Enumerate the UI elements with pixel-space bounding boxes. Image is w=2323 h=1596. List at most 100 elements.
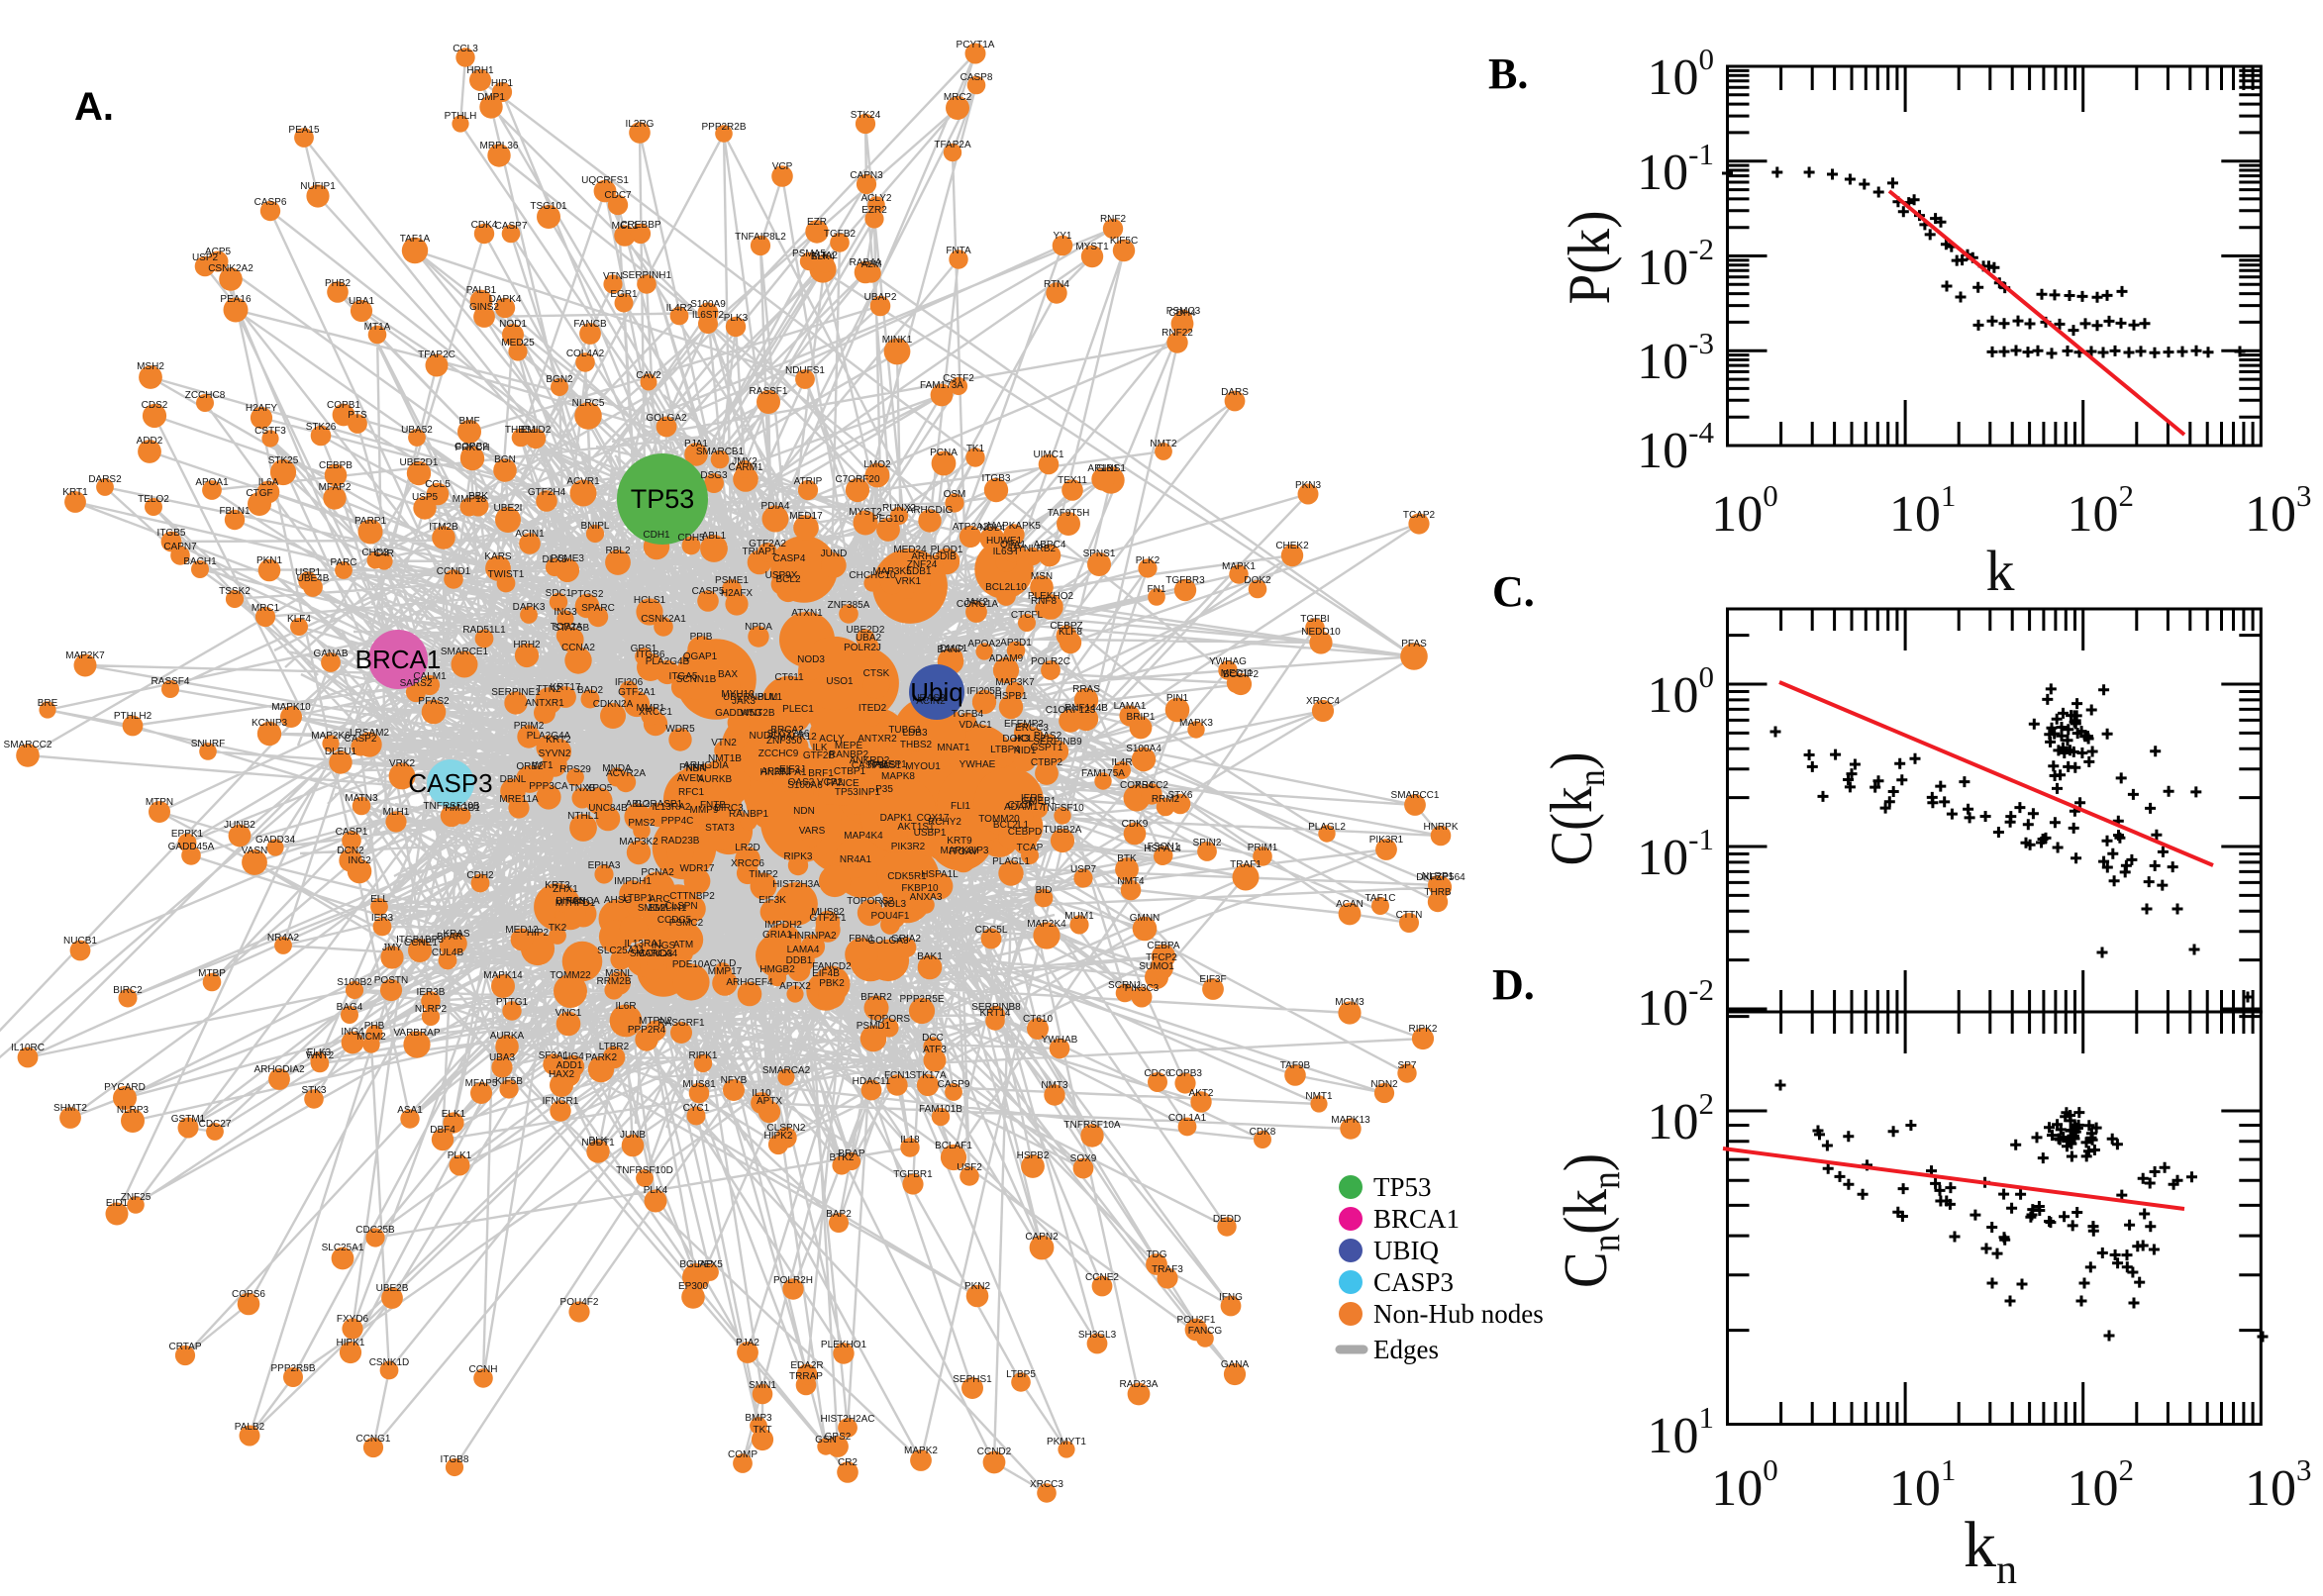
svg-text:INGS: INGS (652, 941, 676, 951)
svg-text:PIAS2: PIAS2 (1034, 731, 1062, 742)
svg-text:10-3: 10-3 (1637, 326, 1714, 390)
svg-text:XRCC6: XRCC6 (731, 858, 764, 869)
svg-text:UBA1: UBA1 (349, 296, 375, 307)
svg-text:IL13RA1: IL13RA1 (625, 939, 663, 949)
svg-text:PKMYT1: PKMYT1 (1047, 1437, 1086, 1447)
svg-text:COL4A2: COL4A2 (566, 349, 605, 359)
svg-text:PYCARD: PYCARD (104, 1082, 146, 1093)
svg-text:CYLD: CYLD (710, 958, 737, 969)
svg-text:NUCB1: NUCB1 (63, 936, 97, 947)
svg-text:PSMC2: PSMC2 (669, 918, 704, 929)
svg-text:S100B2: S100B2 (337, 977, 372, 988)
svg-text:BMP3: BMP3 (745, 1413, 772, 1424)
svg-text:PHB2: PHB2 (325, 278, 352, 289)
svg-text:POU2F1: POU2F1 (1177, 1315, 1216, 1326)
svg-text:CEBPZ: CEBPZ (1050, 621, 1082, 632)
svg-text:RFC1: RFC1 (678, 787, 705, 798)
svg-text:GINS2: GINS2 (469, 302, 499, 313)
svg-text:NOD1: NOD1 (499, 319, 527, 330)
svg-text:PTGS2: PTGS2 (571, 589, 604, 600)
svg-text:RUNX2: RUNX2 (882, 503, 916, 514)
svg-text:CEBPA: CEBPA (1147, 941, 1179, 951)
svg-text:EGR1: EGR1 (610, 289, 638, 300)
svg-text:IER3: IER3 (371, 913, 394, 924)
svg-text:GRIA1: GRIA1 (762, 930, 792, 941)
svg-text:ARHGDIA2: ARHGDIA2 (253, 1064, 305, 1075)
svg-text:COPB3: COPB3 (1168, 1068, 1202, 1079)
svg-text:PTHLH2: PTHLH2 (114, 711, 152, 722)
svg-text:VNC1: VNC1 (556, 1008, 582, 1019)
svg-text:TSSK2: TSSK2 (219, 586, 251, 597)
svg-text:Cn(kn): Cn(kn) (1553, 1153, 1628, 1288)
svg-text:SEPHS1: SEPHS1 (953, 1374, 992, 1385)
svg-text:PCYT1A: PCYT1A (957, 40, 995, 50)
svg-text:ATP2A2: ATP2A2 (953, 522, 989, 533)
svg-text:TRAF3: TRAF3 (1152, 1264, 1183, 1275)
svg-text:DEDD: DEDD (1213, 1214, 1241, 1225)
svg-text:HIP1: HIP1 (491, 78, 514, 89)
svg-text:TNXB: TNXB (569, 783, 596, 794)
svg-text:RCHY2: RCHY2 (928, 817, 961, 828)
svg-text:CASP2: CASP2 (345, 734, 377, 745)
svg-text:PKN2: PKN2 (964, 1281, 991, 1292)
svg-text:MEPE: MEPE (835, 741, 863, 751)
svg-text:100: 100 (1648, 42, 1715, 106)
svg-text:PDIA4: PDIA4 (761, 501, 790, 512)
svg-text:CCND3: CCND3 (639, 948, 673, 959)
svg-text:CASP3L: CASP3L (852, 760, 890, 771)
svg-text:HNRNPA2: HNRNPA2 (789, 931, 836, 942)
svg-text:HNRNPA1: HNRNPA1 (759, 767, 806, 778)
svg-text:FAM173A: FAM173A (920, 380, 963, 391)
svg-text:GADD34: GADD34 (255, 835, 295, 846)
svg-text:RNF8: RNF8 (1031, 596, 1058, 607)
svg-text:MED24: MED24 (893, 545, 927, 555)
svg-text:CASP8: CASP8 (960, 72, 993, 83)
svg-text:PLK2: PLK2 (1136, 555, 1161, 566)
svg-text:BRIP1: BRIP1 (1127, 712, 1156, 723)
svg-text:CLSPN2: CLSPN2 (767, 1123, 806, 1134)
svg-text:CDH1: CDH1 (643, 530, 670, 541)
svg-text:TGFB2: TGFB2 (824, 229, 857, 240)
svg-text:NDUFS1: NDUFS1 (785, 365, 825, 376)
svg-text:ADD2: ADD2 (137, 436, 163, 447)
svg-text:CAPN7: CAPN7 (163, 542, 197, 552)
svg-text:ARC: ARC (649, 894, 669, 905)
svg-text:DCN2: DCN2 (337, 846, 364, 856)
svg-text:CCNE2: CCNE2 (1085, 1272, 1119, 1283)
svg-text:CASP7: CASP7 (495, 221, 528, 232)
svg-text:PKN3: PKN3 (1295, 480, 1322, 491)
svg-text:MMP9: MMP9 (690, 805, 719, 816)
svg-text:ARHGDIA: ARHGDIA (683, 760, 729, 771)
svg-text:MRE11A: MRE11A (499, 794, 539, 805)
svg-text:TCAP: TCAP (1017, 843, 1044, 853)
svg-text:CCL5: CCL5 (425, 479, 451, 490)
svg-text:CASP3: CASP3 (408, 768, 492, 798)
svg-text:RIPK1: RIPK1 (689, 1050, 718, 1061)
svg-text:RRM2: RRM2 (1152, 794, 1180, 805)
svg-text:EZR: EZR (807, 217, 827, 228)
svg-text:CDC27: CDC27 (199, 1119, 232, 1130)
svg-text:NR4A2: NR4A2 (267, 933, 300, 944)
svg-text:CTCFL: CTCFL (1011, 610, 1044, 621)
svg-text:MT1A: MT1A (364, 322, 391, 333)
svg-text:BANP: BANP (937, 645, 964, 655)
svg-text:MAP2K7: MAP2K7 (65, 650, 105, 661)
svg-text:FN1: FN1 (1148, 584, 1166, 595)
svg-text:DLX5: DLX5 (542, 554, 566, 565)
svg-text:GSTM1: GSTM1 (171, 1114, 206, 1125)
svg-text:PALB1: PALB1 (466, 285, 497, 296)
svg-text:KRT2: KRT2 (546, 735, 571, 746)
svg-text:SMG2: SMG2 (638, 903, 666, 914)
svg-text:DSG3: DSG3 (700, 470, 728, 481)
svg-text:XRCC1: XRCC1 (639, 707, 672, 718)
svg-text:KRT1: KRT1 (62, 487, 88, 498)
svg-text:CTTNBP2: CTTNBP2 (669, 891, 715, 902)
svg-text:RABEP1: RABEP1 (867, 759, 907, 770)
svg-text:MATN3: MATN3 (345, 793, 378, 804)
svg-text:LR2D: LR2D (735, 843, 760, 853)
svg-text:PSMA5: PSMA5 (792, 249, 826, 259)
svg-text:CDS2: CDS2 (142, 400, 168, 411)
svg-text:TKT: TKT (754, 1425, 772, 1436)
svg-text:BNIPL: BNIPL (581, 521, 610, 532)
svg-text:ACVR2A: ACVR2A (606, 768, 646, 779)
